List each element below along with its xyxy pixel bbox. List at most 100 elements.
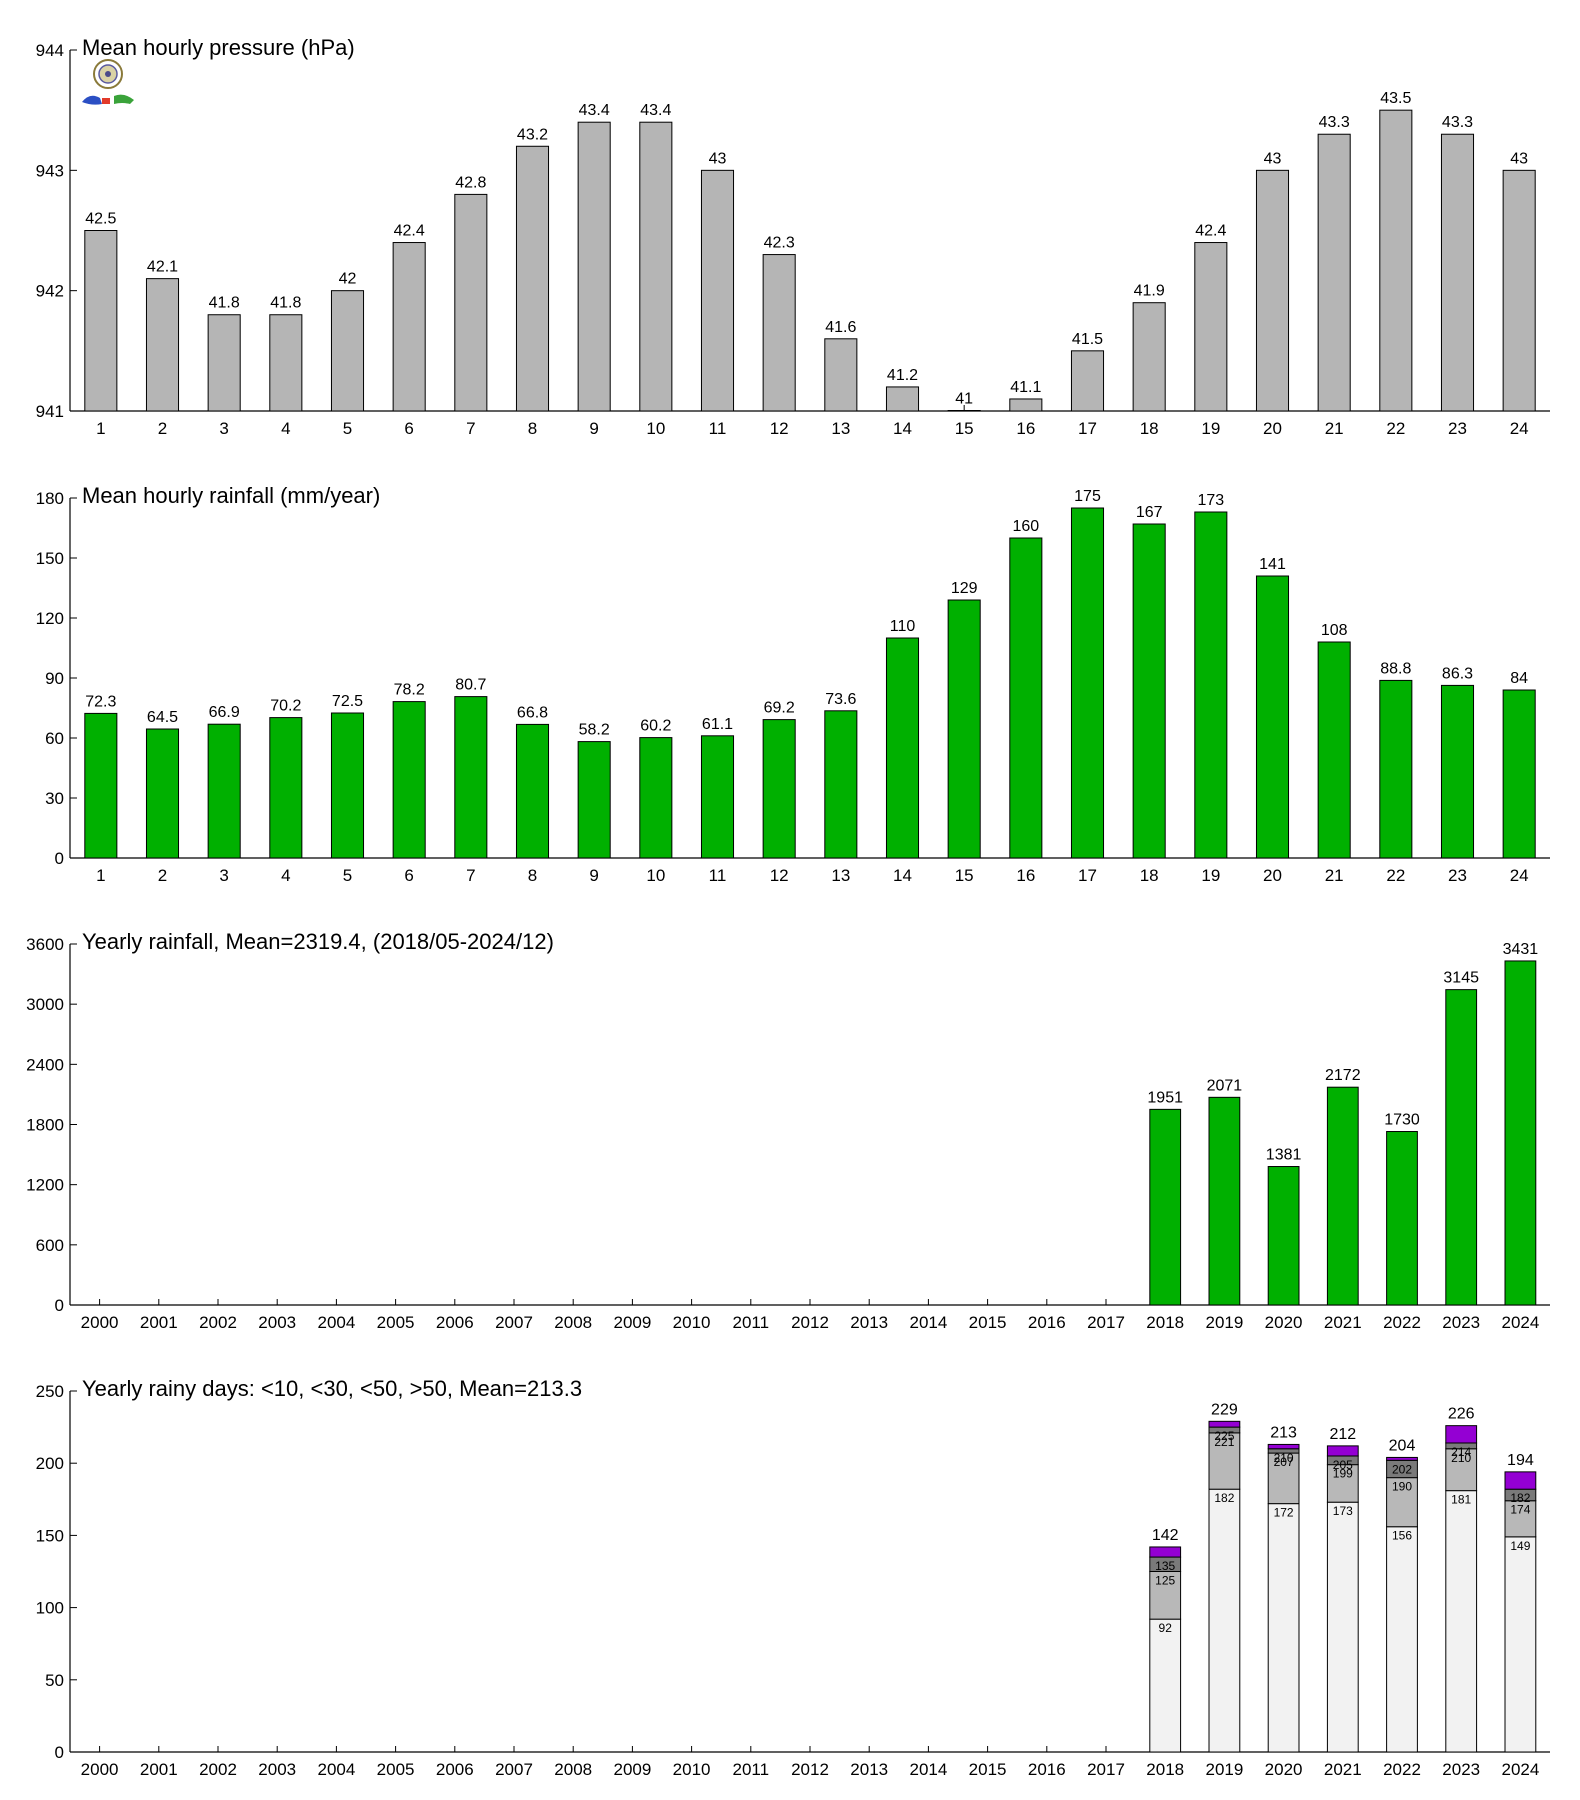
- x-tick-label: 7: [466, 866, 475, 885]
- x-tick-label: 6: [404, 866, 413, 885]
- x-tick-label: 18: [1140, 866, 1159, 885]
- x-tick-label: 7: [466, 419, 475, 438]
- data-label: 43.4: [640, 102, 671, 119]
- x-tick-label: 2019: [1205, 1760, 1243, 1779]
- stacked-segment: [1445, 1490, 1478, 1753]
- stacked-segment: [1504, 1500, 1537, 1538]
- data-label: 42.4: [394, 223, 425, 240]
- stacked-segment: [1445, 1425, 1478, 1444]
- x-tick-label: 1: [96, 866, 105, 885]
- bar: [1504, 960, 1537, 1306]
- x-tick-label: 2009: [613, 1760, 651, 1779]
- x-tick-label: 2013: [850, 1313, 888, 1332]
- segment-label: 214: [1451, 1445, 1471, 1459]
- y-tick-label: 0: [55, 849, 64, 868]
- x-tick-label: 2023: [1442, 1760, 1480, 1779]
- bar: [392, 242, 426, 412]
- bar: [1009, 398, 1043, 412]
- x-tick-label: 2006: [436, 1760, 474, 1779]
- x-tick-label: 13: [831, 419, 850, 438]
- x-tick-label: 2022: [1383, 1313, 1421, 1332]
- data-label: 66.8: [517, 704, 548, 721]
- segment-label: 172: [1274, 1506, 1294, 1520]
- segment-label: 125: [1155, 1574, 1175, 1588]
- stacked-segment: [1386, 1526, 1418, 1753]
- data-label: 108: [1321, 622, 1348, 639]
- x-tick-label: 22: [1386, 419, 1405, 438]
- bar: [330, 290, 365, 412]
- x-tick-label: 3: [219, 866, 228, 885]
- x-tick-label: 2011: [733, 1313, 770, 1332]
- x-tick-label: 2000: [81, 1313, 119, 1332]
- bar: [1502, 689, 1536, 859]
- segment-label: 173: [1333, 1504, 1353, 1518]
- x-tick-label: 18: [1140, 419, 1159, 438]
- data-label: 58.2: [579, 722, 610, 739]
- x-tick-label: 8: [528, 866, 537, 885]
- x-tick-label: 2021: [1324, 1313, 1362, 1332]
- data-label: 41.6: [825, 319, 856, 336]
- station-logo: [82, 59, 134, 105]
- total-label: 194: [1507, 1452, 1534, 1469]
- x-tick-label: 2012: [791, 1760, 829, 1779]
- segment-label: 181: [1451, 1493, 1471, 1507]
- bar: [392, 701, 426, 859]
- y-tick-label: 0: [55, 1296, 64, 1315]
- data-label: 43: [1510, 150, 1528, 167]
- data-label: 160: [1012, 518, 1039, 535]
- x-tick-label: 10: [646, 866, 665, 885]
- stacked-segment: [1386, 1456, 1418, 1461]
- y-tick-label: 120: [36, 609, 64, 628]
- x-tick-label: 24: [1510, 866, 1529, 885]
- data-label: 110: [890, 618, 916, 635]
- bar: [1267, 1166, 1300, 1306]
- bar: [577, 741, 611, 859]
- bar: [207, 314, 241, 412]
- segment-label: 205: [1333, 1458, 1353, 1472]
- data-label: 41.2: [887, 367, 918, 384]
- y-tick-label: 200: [36, 1454, 64, 1473]
- bar: [330, 712, 365, 859]
- data-label: 141: [1259, 556, 1286, 573]
- data-label: 84: [1510, 670, 1528, 687]
- data-label: 43.3: [1442, 114, 1473, 131]
- segment-label: 221: [1214, 1435, 1234, 1449]
- bar: [1132, 302, 1166, 412]
- stacked-segment: [1149, 1546, 1182, 1558]
- bar: [1255, 169, 1290, 412]
- y-tick-label: 3000: [26, 995, 64, 1014]
- data-label: 175: [1074, 488, 1101, 505]
- x-tick-label: 23: [1448, 866, 1467, 885]
- data-label: 43.4: [579, 102, 610, 119]
- data-label: 78.2: [394, 682, 425, 699]
- bar: [454, 696, 488, 859]
- data-label: 2071: [1207, 1077, 1243, 1094]
- data-label: 42.3: [764, 235, 795, 252]
- bar: [639, 737, 673, 859]
- y-tick-label: 2400: [26, 1055, 64, 1074]
- stacked-segment: [1208, 1420, 1241, 1428]
- x-tick-label: 2015: [969, 1313, 1007, 1332]
- y-tick-label: 943: [36, 161, 64, 180]
- bar: [1208, 1096, 1241, 1306]
- x-tick-label: 2: [158, 419, 167, 438]
- stacked-segment: [1326, 1445, 1359, 1457]
- segment-label: 202: [1392, 1462, 1412, 1476]
- y-tick-label: 50: [45, 1671, 64, 1690]
- x-tick-label: 11: [709, 866, 727, 885]
- data-label: 43.5: [1380, 90, 1411, 107]
- segment-label: 225: [1214, 1429, 1234, 1443]
- x-tick-label: 2013: [850, 1760, 888, 1779]
- data-label: 70.2: [270, 698, 301, 715]
- y-tick-label: 944: [36, 41, 64, 60]
- x-tick-label: 2000: [81, 1760, 119, 1779]
- segment-label: 207: [1274, 1455, 1294, 1469]
- x-tick-label: 5: [343, 866, 352, 885]
- data-label: 69.2: [764, 700, 795, 717]
- x-tick-label: 20: [1263, 419, 1282, 438]
- x-tick-label: 2009: [613, 1313, 651, 1332]
- bar: [1317, 641, 1351, 859]
- segment-label: 182: [1214, 1491, 1234, 1505]
- x-tick-label: 2016: [1028, 1313, 1066, 1332]
- y-tick-label: 941: [36, 402, 64, 421]
